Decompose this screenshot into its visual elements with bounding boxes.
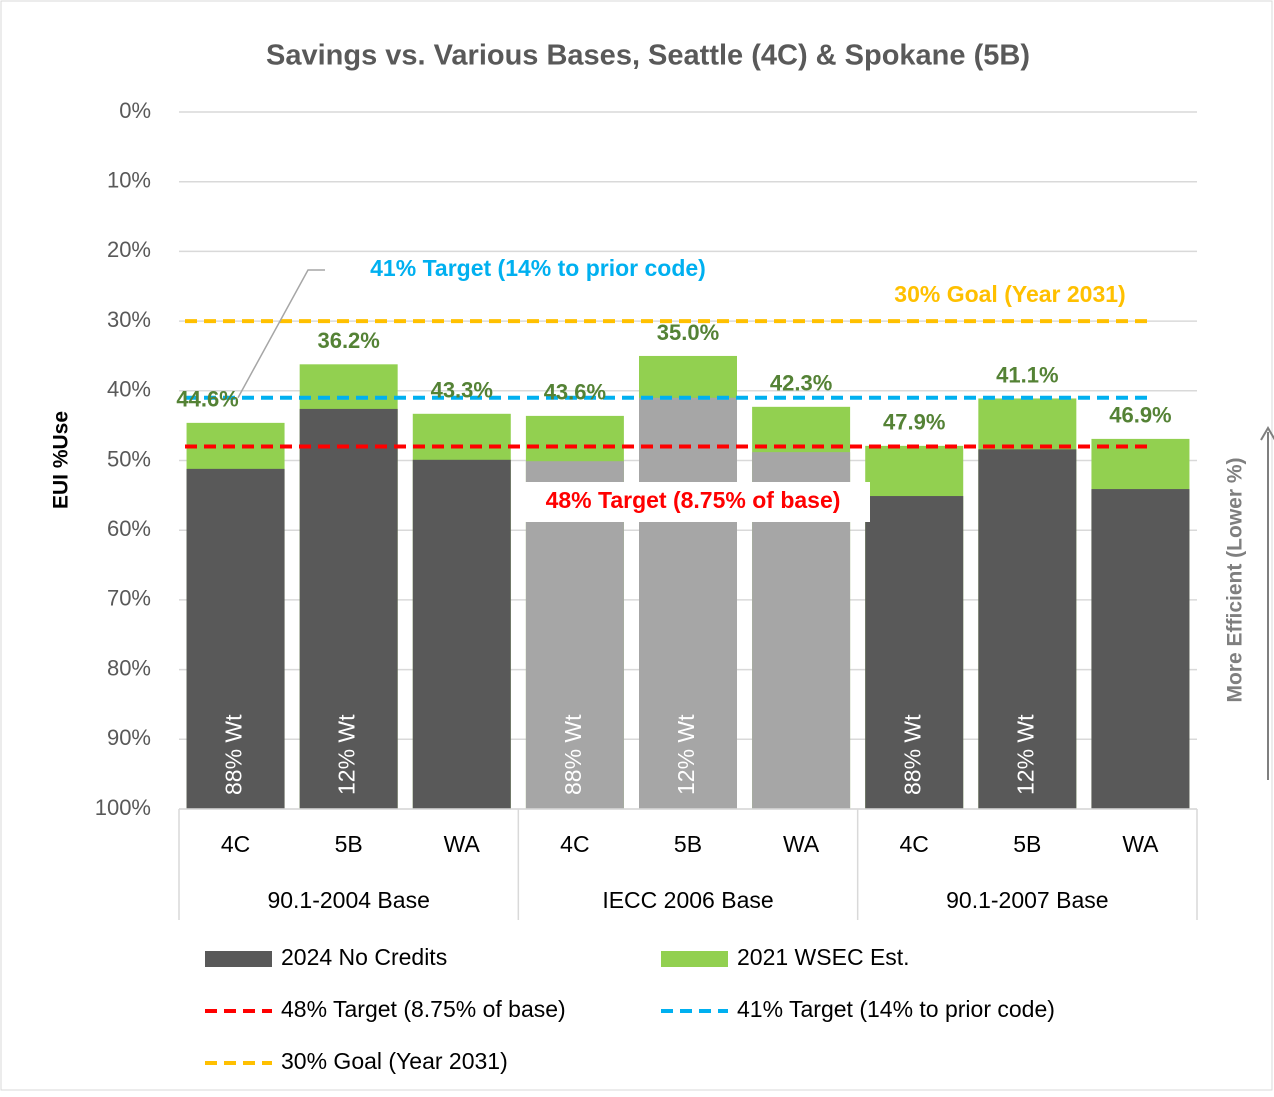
- chart-title: Savings vs. Various Bases, Seattle (4C) …: [266, 40, 1030, 72]
- group-label: 90.1-2004 Base: [267, 887, 429, 913]
- data-label: 36.2%: [317, 328, 379, 353]
- legend-swatch: [661, 951, 728, 967]
- x-tick-label: 5B: [674, 831, 702, 857]
- group-label: 90.1-2007 Base: [946, 887, 1108, 913]
- y-tick-label: 50%: [107, 446, 151, 471]
- legend-label: 2021 WSEC Est.: [737, 944, 910, 970]
- reference-label: 30% Goal (Year 2031): [894, 281, 1125, 307]
- x-tick-label: 4C: [560, 831, 589, 857]
- bar: [412, 459, 511, 809]
- x-tick-label: WA: [444, 831, 481, 857]
- y-tick-label: 70%: [107, 586, 151, 611]
- y-tick-label: 60%: [107, 516, 151, 541]
- y-tick-label: 20%: [107, 237, 151, 262]
- arrow-head: [1260, 426, 1274, 441]
- y-tick-label: 80%: [107, 655, 151, 680]
- legend-label: 2024 No Credits: [281, 944, 447, 970]
- bar: [978, 449, 1077, 809]
- x-tick-label: 5B: [335, 831, 363, 857]
- y-tick-label: 40%: [107, 377, 151, 402]
- data-label: 42.3%: [770, 371, 832, 396]
- data-label: 35.0%: [657, 320, 719, 345]
- reference-label: 48% Target (8.75% of base): [546, 487, 841, 513]
- y-tick-label: 90%: [107, 725, 151, 750]
- reference-label: 41% Target (14% to prior code): [370, 255, 706, 281]
- x-tick-label: WA: [1122, 831, 1159, 857]
- bar-annotation: 12% Wt: [673, 714, 699, 795]
- x-tick-label: 5B: [1013, 831, 1041, 857]
- y-tick-label: 30%: [107, 307, 151, 332]
- legend-label: 48% Target (8.75% of base): [281, 996, 566, 1022]
- legend-label: 41% Target (14% to prior code): [737, 996, 1055, 1022]
- bar-annotation: 88% Wt: [221, 714, 247, 795]
- legend-swatch: [205, 951, 272, 967]
- bar: [299, 408, 398, 809]
- side-annotation: More Efficient (Lower %): [1224, 457, 1247, 702]
- legend-label: 30% Goal (Year 2031): [281, 1048, 508, 1074]
- y-tick-label: 100%: [95, 795, 151, 820]
- y-tick-label: 10%: [107, 168, 151, 193]
- data-label: 43.3%: [431, 378, 493, 403]
- x-tick-label: 4C: [900, 831, 929, 857]
- bar: [1091, 489, 1190, 809]
- label-background: [520, 482, 870, 522]
- bar: [639, 397, 737, 809]
- data-label: 43.6%: [544, 380, 606, 405]
- bar: [186, 468, 285, 809]
- data-label: 46.9%: [1109, 403, 1171, 428]
- data-label: 44.6%: [176, 387, 238, 412]
- bar: [865, 496, 964, 809]
- x-tick-label: WA: [783, 831, 820, 857]
- y-axis-label: EUI %Use: [50, 411, 73, 509]
- bar-annotation: 12% Wt: [1012, 714, 1038, 795]
- x-tick-label: 4C: [221, 831, 250, 857]
- leader-line: [237, 269, 325, 399]
- y-tick-label: 0%: [119, 98, 151, 123]
- bar-annotation: 88% Wt: [560, 714, 586, 795]
- data-label: 41.1%: [996, 362, 1058, 387]
- group-label: IECC 2006 Base: [602, 887, 773, 913]
- bar-annotation: 12% Wt: [334, 714, 360, 795]
- bar-annotation: 88% Wt: [899, 714, 925, 795]
- data-label: 47.9%: [883, 410, 945, 435]
